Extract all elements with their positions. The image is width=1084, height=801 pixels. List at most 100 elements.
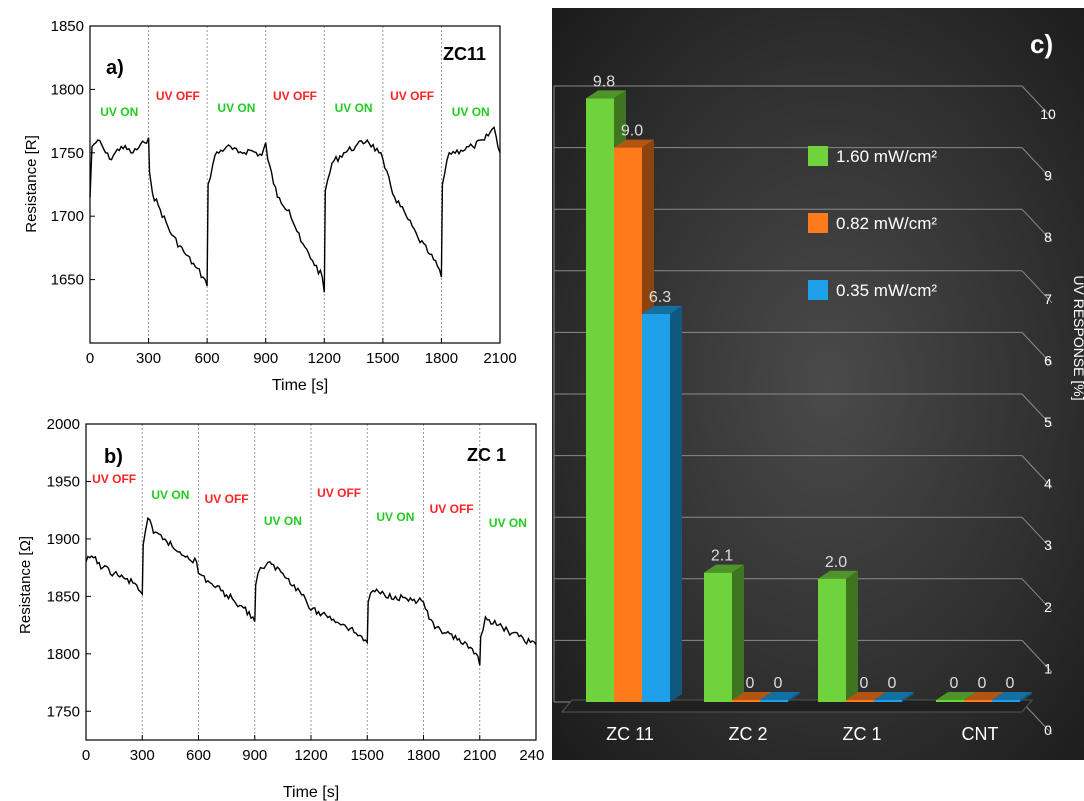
b-uv-on-label: UV ON [489,516,527,530]
c-y-tick-label: 4 [1044,476,1052,492]
chart-b-switch-lines [141,424,481,740]
chart-c-data-labels: 9.8 9.0 6.3 2.1 0 0 2.0 0 0 0 0 0 [593,73,1015,692]
c-bar-side [1020,692,1032,702]
c-bar-top [964,692,1004,700]
chart-a-x-axis-label: Time [s] [272,377,328,394]
c-bar-top [704,564,744,573]
a-x-tick-label: 600 [195,350,220,367]
c-bar-top [760,692,800,700]
c-gridline-diag [1021,85,1053,119]
chart-b-y-ticks: 1750 1800 1850 1900 1950 2000 [47,416,91,720]
c-data-label: 0 [888,675,897,692]
b-x-tick-label: 1200 [294,747,327,764]
b-x-tick-label: 300 [130,747,155,764]
c-legend-label: 0.82 mW/cm² [836,214,937,233]
c-bar-top [586,90,626,99]
c-data-label: 2.1 [711,548,733,565]
c-legend-label: 0.35 mW/cm² [836,281,937,300]
b-uv-off-label: UV OFF [205,492,249,506]
c-legend-swatch [808,213,828,233]
c-gridline-diag [1021,701,1053,735]
c-category-label: ZC 2 [728,724,767,744]
chart-a-y-axis-label: Resistance [R] [23,135,40,233]
a-y-tick-label: 1700 [51,208,84,225]
chart-c-y-ticks: 0 1 2 3 4 5 6 7 8 9 10 [1040,106,1056,738]
c-y-tick-label: 1 [1044,660,1052,676]
chart-c-floor [560,699,1034,713]
b-uv-off-label: UV OFF [430,502,474,516]
c-bar-top [874,692,914,700]
c-data-label: 0 [774,675,783,692]
b-y-tick-label: 1950 [47,473,80,490]
c-bar-front [704,572,732,702]
chart-b-sample-label: ZC 1 [467,445,506,465]
chart-b-y-axis-label: Resistance [Ω] [17,536,34,634]
c-floor-plane [560,699,1034,713]
c-legend-swatch [808,280,828,300]
c-bar [992,692,1032,702]
b-x-tick-label: 1800 [407,747,440,764]
c-category-label: ZC 1 [842,724,881,744]
b-y-tick-label: 1750 [47,703,80,720]
chart-b-x-axis-label: Time [s] [283,784,339,801]
c-gridline-diag [1021,393,1053,427]
chart-c-y-axis-label: UV RESPONSE [%] [1071,275,1084,400]
chart-b-annotations: UV OFF UV ON UV OFF UV ON UV OFF UV ON UV OFF U… [92,472,527,530]
c-bar-side [846,570,858,702]
a-x-tick-label: 300 [136,350,161,367]
c-gridline-diag [1021,270,1053,304]
b-x-tick-label: 900 [242,747,267,764]
chart-b-x-ticks: 0 300 600 900 1200 1500 1800 2100 2400 [82,735,545,764]
c-bar-top [732,692,772,700]
b-y-tick-label: 2000 [47,416,80,433]
chart-b-resistance-zc1: 1750 1800 1850 1900 1950 2000 0 300 600 900 1200 1… [17,416,545,801]
c-gridline-diag [1021,455,1053,488]
b-x-tick-label: 0 [82,747,90,764]
chart-a-panel-label: a) [106,57,124,79]
c-y-tick-label: 5 [1044,414,1052,430]
c-bar-front [732,700,760,702]
c-gridline-diag [1021,516,1053,550]
a-x-tick-label: 1200 [308,350,341,367]
c-bar-top [846,692,886,700]
c-data-label: 9.8 [593,73,615,90]
c-gridline-diag [1021,332,1053,365]
c-data-label: 0 [950,675,959,692]
c-bar-front [936,700,964,702]
a-y-tick-label: 1750 [51,145,84,162]
b-x-tick-label: 600 [186,747,211,764]
c-gridline-diag [1021,147,1053,180]
c-bar-front [818,578,846,702]
chart-b-series-line [85,516,537,666]
chart-a-sample-label: ZC11 [443,44,486,64]
a-uv-on-label: UV ON [217,101,255,115]
c-data-label: 0 [1006,675,1015,692]
chart-c-uv-response-bars: 9.8 9.0 6.3 2.1 0 0 2.0 0 0 0 0 0 0 1 2 3 4 5 6 7 8 9 10 ZC 1… [552,8,1084,760]
c-bar [704,564,744,702]
chart-a-x-ticks: 0 300 600 900 1200 1500 1800 2100 [86,338,517,367]
c-gridline-diag [1021,640,1053,673]
c-bar-front [846,700,874,702]
c-legend-label: 1.60 mW/cm² [836,147,937,166]
chart-b-panel-label: b) [104,446,123,468]
c-bar-top [642,305,682,314]
c-data-label: 9.0 [621,123,643,140]
c-bar-front [874,700,902,702]
b-uv-on-label: UV ON [376,510,414,524]
c-gridline-diag [1021,578,1053,612]
c-category-label: ZC 11 [606,724,654,744]
c-bar [642,305,682,702]
c-gridline-diag [1021,208,1053,242]
chart-c-panel-label: c) [1030,29,1053,59]
c-data-label: 0 [746,675,755,692]
c-bar-side [902,692,914,702]
a-uv-on-label: UV ON [100,105,138,119]
c-y-tick-label: 6 [1044,352,1052,368]
chart-c-category-labels: ZC 11 ZC 2 ZC 1 CNT [606,724,998,744]
a-x-tick-label: 1500 [366,350,399,367]
c-legend-swatch [808,146,828,166]
a-uv-on-label: UV ON [335,101,373,115]
c-bar [874,692,914,702]
chart-a-series-line [89,126,501,293]
c-data-label: 0 [978,675,987,692]
